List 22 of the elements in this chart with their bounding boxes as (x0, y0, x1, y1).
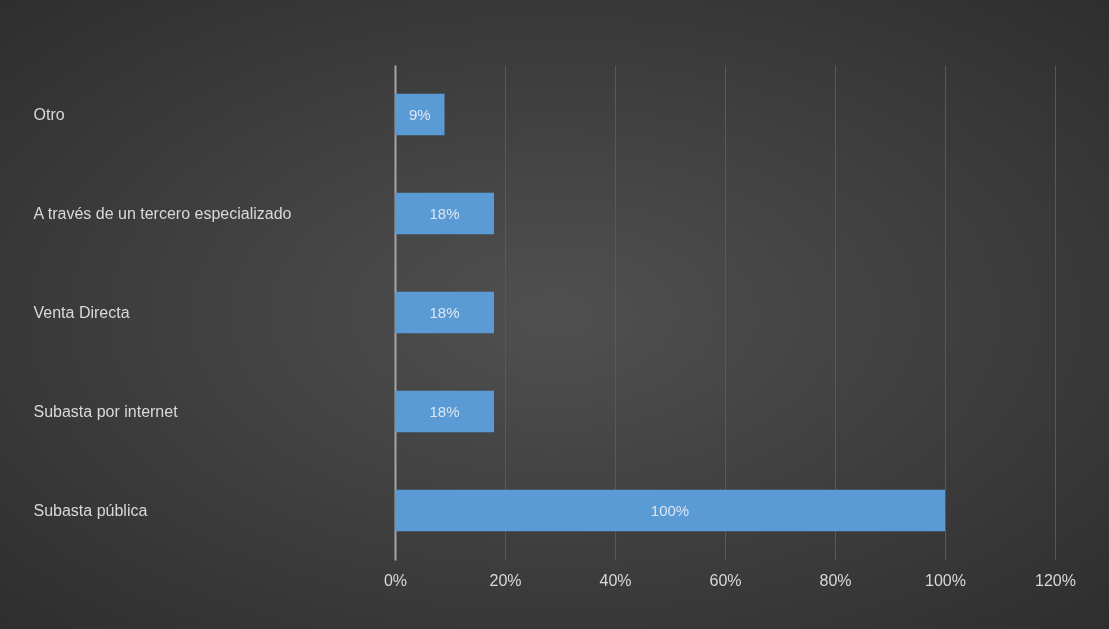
bar (395, 192, 494, 235)
data-label: 100% (650, 501, 690, 519)
bar (395, 291, 494, 334)
data-label: 9% (408, 105, 431, 123)
y-tick-label: Otro (33, 105, 65, 123)
data-label: 18% (429, 204, 460, 222)
x-tick-label: 60% (709, 571, 742, 589)
y-tick-label: Subasta pública (33, 501, 148, 519)
bar (395, 93, 445, 136)
x-tick-label: 120% (1035, 571, 1076, 589)
x-tick-label: 100% (925, 571, 966, 589)
data-label: 18% (429, 402, 460, 420)
y-tick-label: A través de un tercero especializado (33, 204, 292, 222)
x-tick-label: 40% (599, 571, 632, 589)
y-tick-label: Venta Directa (33, 303, 130, 321)
x-tick-label: 0% (383, 571, 408, 589)
x-tick-label: 80% (819, 571, 852, 589)
y-tick-label: Subasta por internet (33, 402, 179, 420)
bar (395, 390, 494, 433)
data-label: 18% (429, 303, 460, 321)
x-tick-label: 20% (489, 571, 522, 589)
bar (395, 489, 945, 532)
